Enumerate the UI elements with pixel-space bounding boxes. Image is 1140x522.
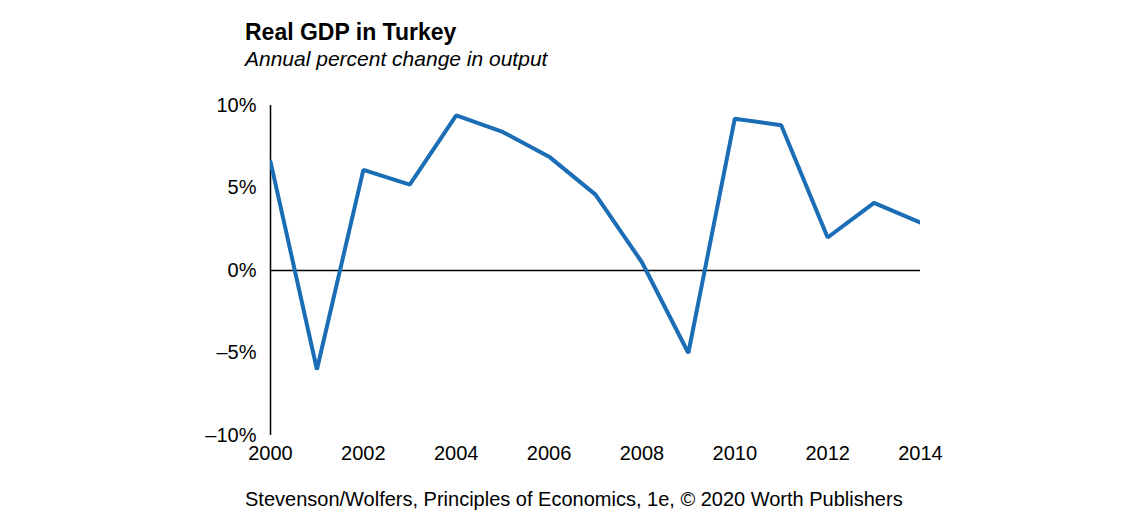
svg-text:2008: 2008 (620, 442, 665, 464)
svg-text:2010: 2010 (713, 442, 758, 464)
svg-text:2014: 2014 (898, 442, 943, 464)
html-text:Annual percent change in outpu: Annual percent change in output (245, 47, 548, 70)
svg-text:10%: 10% (216, 94, 256, 116)
svg-text:–10%: –10% (205, 423, 257, 446)
svg-text:5%: 5% (228, 176, 257, 198)
svg-text:2004: 2004 (434, 442, 479, 464)
svg-text:2002: 2002 (341, 442, 386, 464)
html-text:Stevenson/Wolfers, Principles: Stevenson/Wolfers, Principles of Economi… (245, 488, 903, 510)
svg-text:–5%: –5% (216, 341, 256, 363)
svg-text:2000: 2000 (248, 442, 293, 464)
html-text:Real GDP in Turkey: Real GDP in Turkey (245, 19, 457, 45)
svg-text:0%: 0% (228, 259, 257, 281)
svg-text:2012: 2012 (805, 442, 850, 464)
svg-text:2006: 2006 (527, 442, 572, 464)
